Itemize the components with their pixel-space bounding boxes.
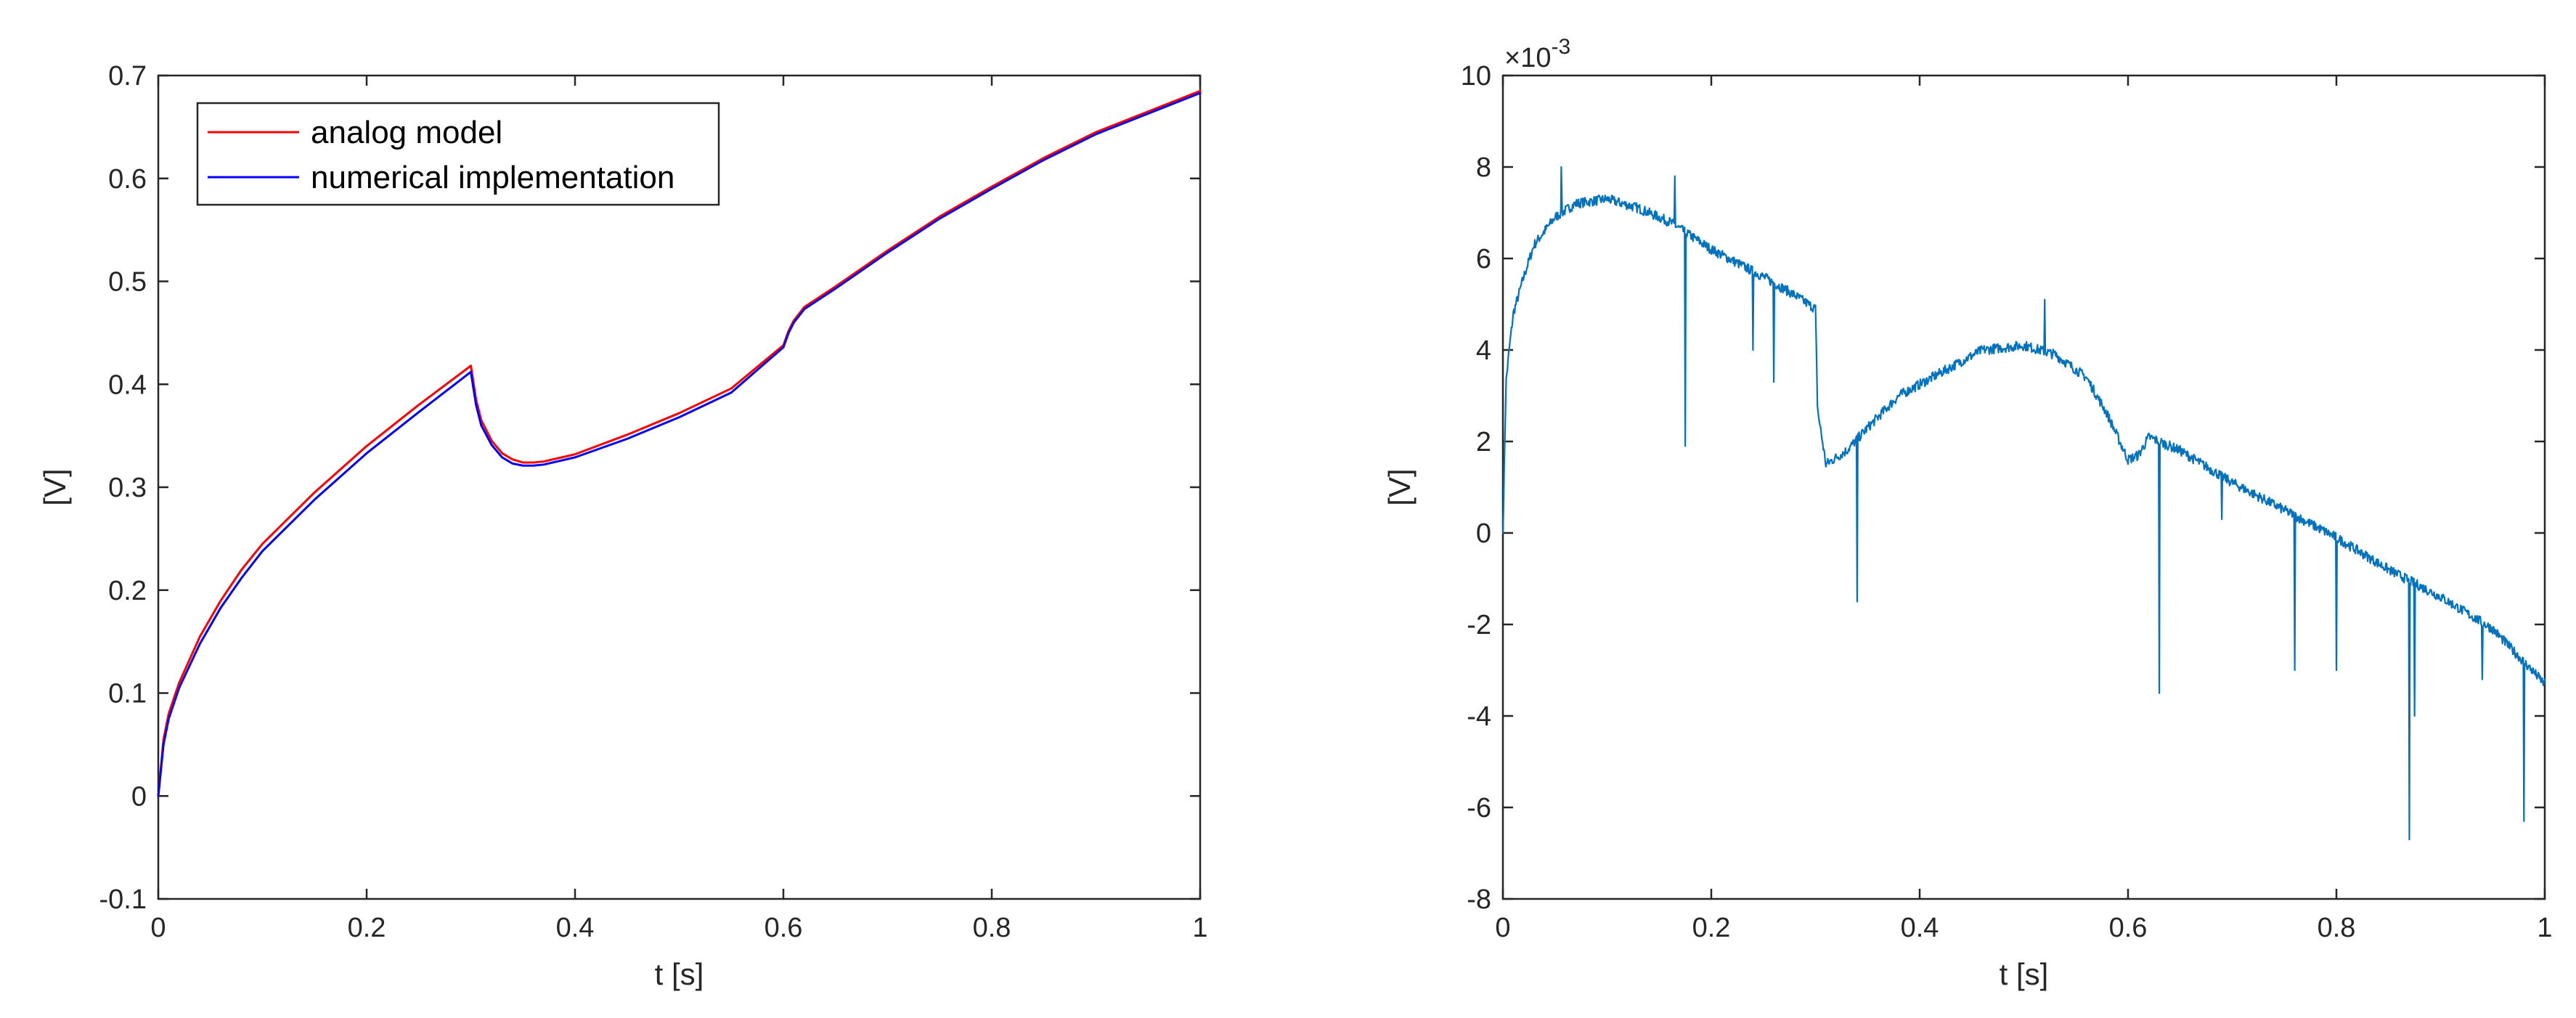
y-tick-label: 8 <box>1476 152 1491 183</box>
y-tick-label: 10 <box>1461 61 1491 91</box>
x-tick-label: 0.6 <box>2109 913 2148 943</box>
x-tick-label: 0.4 <box>1901 913 1939 943</box>
y-exponent-power: -3 <box>1551 35 1570 59</box>
y-tick-label: -2 <box>1467 610 1491 640</box>
y-tick-label: -4 <box>1467 701 1491 732</box>
y-tick-label: 0 <box>1476 518 1491 549</box>
y-tick-label: 6 <box>1476 244 1491 274</box>
y-exponent-label: ×10-3 <box>1504 35 1570 73</box>
axes-box <box>1501 74 2546 900</box>
x-tick-label: 1 <box>2537 913 2552 943</box>
y-tick-label: 0.3 <box>108 473 147 503</box>
x-tick-label: 0.8 <box>2318 913 2356 943</box>
series-line-1 <box>157 91 1202 797</box>
y-tick-label: -8 <box>1467 884 1491 915</box>
x-tick-label: 1 <box>1192 913 1207 943</box>
y-tick-label: 0.7 <box>108 61 147 91</box>
y-tick-label: 0 <box>131 781 147 812</box>
x-tick-label: 0.2 <box>1692 913 1731 943</box>
y-tick-label: 0.5 <box>108 267 147 298</box>
x-tick-label: 0.2 <box>348 913 386 943</box>
x-axis-label: t [s] <box>2000 957 2049 991</box>
y-tick-label: 0.1 <box>108 679 147 709</box>
left-chart: 0 0.2 0.4 0.6 0.8 1-0.100.10.20.30.40.50.60.7… <box>38 61 1208 991</box>
y-axis-label: [V] <box>38 468 72 505</box>
y-tick-label: 0.6 <box>108 164 147 195</box>
right-chart: 0 0.2 0.4 0.6 0.8 1 -8 -6 -4 -2 0 2 4 6 8 10 t [s] [V] ×10… <box>1382 35 2553 991</box>
y-axis-label: [V] <box>1382 468 1417 505</box>
y-tick-label: -6 <box>1467 793 1491 823</box>
y-tick-label: 0.2 <box>108 576 147 606</box>
y-tick-label: 0.4 <box>108 370 147 400</box>
y-tick-label: -0.1 <box>99 884 147 915</box>
y-tick-label: 4 <box>1476 335 1491 366</box>
x-axis-label: t [s] <box>655 957 704 991</box>
legend-entry: analog model <box>311 115 502 150</box>
x-tick-label: 0 <box>150 913 166 943</box>
x-tick-label: 0.4 <box>556 913 595 943</box>
x-tick-label: 0.8 <box>973 913 1011 943</box>
legend-box <box>196 102 720 206</box>
series-line-0 <box>1501 166 2546 841</box>
series-line-0 <box>157 89 1202 797</box>
y-tick-label: 2 <box>1476 427 1491 457</box>
x-tick-label: 0.6 <box>765 913 803 943</box>
x-tick-label: 0 <box>1495 913 1510 943</box>
legend-entry: numerical implementation <box>311 160 674 195</box>
